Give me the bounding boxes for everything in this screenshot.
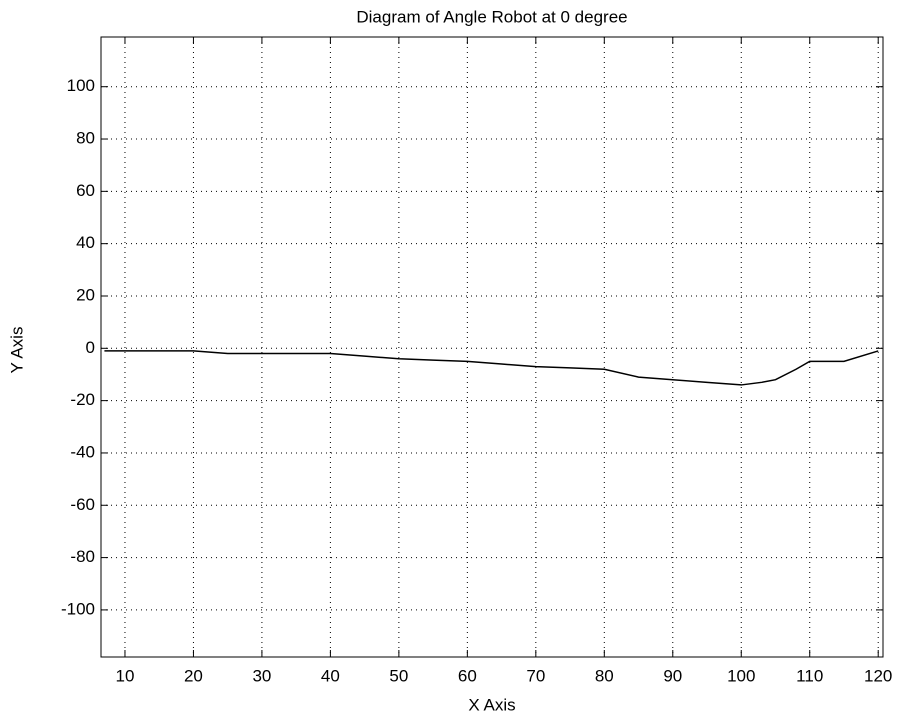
y-tick-label: -100 — [61, 599, 95, 618]
y-tick-label: 0 — [86, 338, 95, 357]
x-tick-label: 40 — [321, 666, 340, 685]
x-tick-label: 20 — [184, 666, 203, 685]
y-tick-label: 100 — [67, 76, 95, 95]
x-tick-label: 100 — [727, 666, 755, 685]
y-tick-label: 60 — [76, 181, 95, 200]
y-tick-label: 40 — [76, 233, 95, 252]
y-tick-label: -80 — [70, 547, 95, 566]
chart-title: Diagram of Angle Robot at 0 degree — [356, 7, 627, 26]
y-tick-label: 80 — [76, 129, 95, 148]
y-tick-label: -20 — [70, 390, 95, 409]
y-tick-label: -60 — [70, 495, 95, 514]
x-tick-label: 30 — [252, 666, 271, 685]
x-tick-label: 10 — [116, 666, 135, 685]
x-tick-label: 70 — [526, 666, 545, 685]
y-axis-label: Y Axis — [7, 327, 26, 374]
x-tick-label: 50 — [389, 666, 408, 685]
x-tick-label: 120 — [864, 666, 892, 685]
x-tick-label: 60 — [458, 666, 477, 685]
x-tick-label: 90 — [663, 666, 682, 685]
y-tick-label: 20 — [76, 285, 95, 304]
data-line — [104, 350, 879, 386]
y-tick-label: -40 — [70, 442, 95, 461]
x-tick-label: 110 — [796, 666, 823, 685]
plot-frame — [100, 36, 884, 658]
x-axis-label: X Axis — [468, 695, 515, 714]
x-tick-label: 80 — [595, 666, 614, 685]
